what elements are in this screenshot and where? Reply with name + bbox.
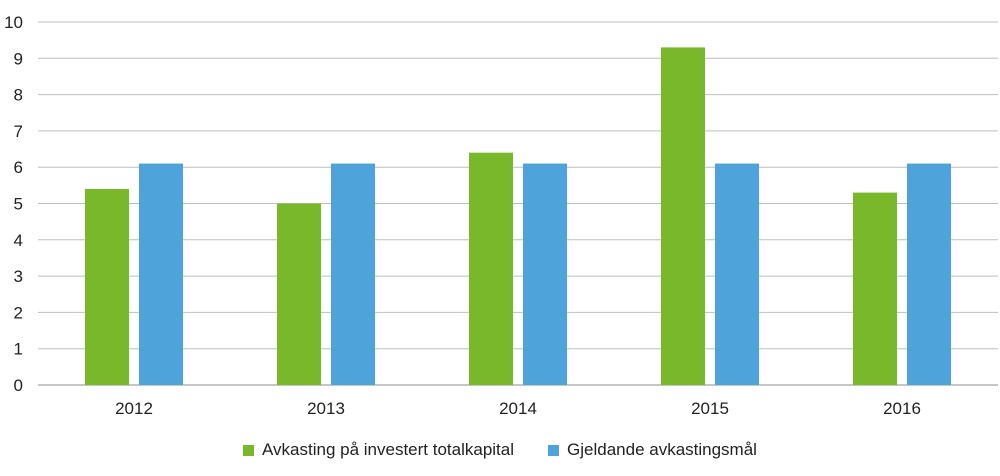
y-tick-label: 6: [14, 158, 23, 177]
bar-2012-series-2: [139, 163, 183, 385]
y-axis-ticks: 0 1 2 3 4 5 6 7 8 9 10: [4, 13, 23, 395]
bar-2016-series-2: [907, 163, 951, 385]
y-tick-label: 5: [14, 195, 23, 214]
bar-2014-series-1: [469, 152, 513, 385]
gridlines: [38, 21, 998, 386]
legend-swatch-target: [548, 444, 560, 456]
legend-label-target: Gjeldande avkastingsmål: [567, 440, 757, 459]
x-tick-label: 2014: [499, 399, 537, 418]
y-tick-label: 3: [14, 267, 23, 286]
x-tick-label: 2012: [115, 399, 153, 418]
y-tick-label: 10: [4, 13, 23, 32]
x-axis-ticks: 2012 2013 2014 2015 2016: [115, 399, 921, 418]
y-tick-label: 8: [14, 86, 23, 105]
x-tick-label: 2015: [691, 399, 729, 418]
bar-chart: 0 1 2 3 4 5 6 7 8 9 10 2012 2013 2014 2015 2016: [4, 13, 998, 418]
y-tick-label: 7: [14, 122, 23, 141]
bar-2015-series-2: [715, 163, 759, 385]
y-tick-label: 2: [14, 303, 23, 322]
bar-2013-series-1: [277, 203, 321, 385]
bar-2016-series-1: [853, 192, 897, 385]
bar-2013-series-2: [331, 163, 375, 385]
y-tick-label: 4: [14, 231, 23, 250]
legend-label-return: Avkasting på investert totalkapital: [262, 440, 515, 459]
y-tick-label: 0: [14, 376, 23, 395]
x-tick-label: 2016: [883, 399, 921, 418]
legend-item-return: Avkasting på investert totalkapital: [243, 440, 514, 460]
y-tick-label: 1: [14, 340, 23, 359]
bars: [85, 47, 951, 385]
legend-swatch-return: [243, 444, 255, 456]
bar-2012-series-1: [85, 188, 129, 385]
legend: Avkasting på investert totalkapital Gjel…: [0, 440, 1000, 460]
y-tick-label: 9: [14, 49, 23, 68]
legend-item-target: Gjeldande avkastingsmål: [548, 440, 757, 460]
bar-2014-series-2: [523, 163, 567, 385]
bar-2015-series-1: [661, 47, 705, 385]
x-tick-label: 2013: [307, 399, 345, 418]
